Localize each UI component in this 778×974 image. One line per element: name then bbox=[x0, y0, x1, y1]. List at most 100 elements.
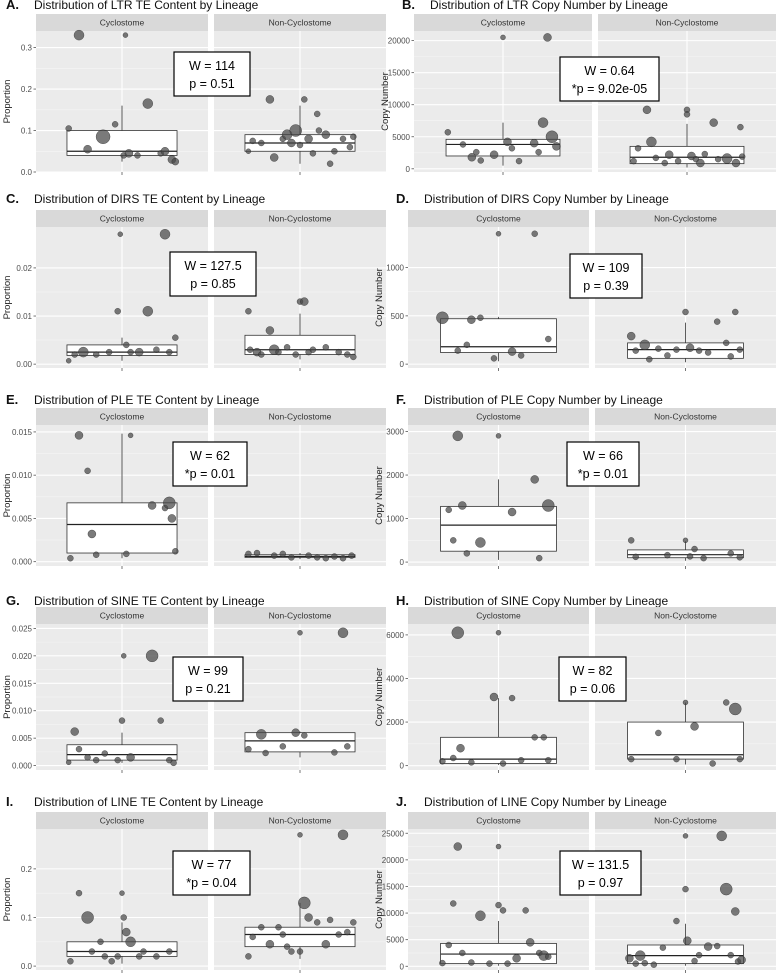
data-point bbox=[346, 143, 354, 151]
data-point bbox=[517, 756, 525, 764]
data-point bbox=[674, 157, 682, 165]
y-tick-label: 0.2 bbox=[21, 85, 33, 94]
data-point bbox=[664, 352, 671, 359]
panel-f: F. Distribution of PLE Copy Number by Lin… bbox=[374, 392, 776, 569]
data-point bbox=[331, 749, 338, 756]
data-point bbox=[499, 760, 507, 767]
data-point bbox=[350, 919, 357, 926]
data-point bbox=[716, 830, 727, 842]
data-point bbox=[665, 150, 674, 159]
data-point bbox=[731, 158, 741, 168]
data-point bbox=[536, 554, 543, 562]
y-tick-label: 0.005 bbox=[12, 734, 33, 743]
data-point bbox=[123, 550, 130, 558]
chart-title: Distribution of PLE Copy Number by Linea… bbox=[424, 393, 663, 407]
data-point bbox=[530, 475, 539, 484]
y-tick-label: 0.0 bbox=[21, 168, 33, 177]
data-point bbox=[545, 756, 552, 764]
facet-strip bbox=[408, 408, 589, 425]
y-tick-label: 0.1 bbox=[21, 913, 33, 922]
data-point bbox=[452, 430, 463, 442]
y-tick-label: 10000 bbox=[382, 909, 405, 918]
data-point bbox=[92, 351, 100, 358]
y-tick-label: 0.020 bbox=[12, 652, 33, 661]
panel-h: H. Distribution of SINE Copy Number by Li… bbox=[374, 593, 776, 773]
data-point bbox=[315, 127, 323, 134]
facet-strip bbox=[414, 14, 592, 31]
data-point bbox=[642, 105, 652, 115]
data-point bbox=[641, 959, 648, 967]
data-point bbox=[350, 353, 357, 361]
facet-strip-label: Cyclostome bbox=[100, 214, 145, 224]
y-tick-label: 0.02 bbox=[16, 264, 32, 273]
data-point bbox=[545, 335, 552, 343]
data-point bbox=[258, 351, 265, 358]
y-tick-label: 0.000 bbox=[12, 558, 33, 567]
data-point bbox=[118, 717, 126, 724]
data-point bbox=[727, 550, 734, 557]
box-iqr bbox=[627, 549, 744, 559]
data-point bbox=[271, 552, 278, 559]
data-point bbox=[97, 938, 104, 945]
data-point bbox=[314, 919, 321, 926]
y-tick-label: 0.2 bbox=[21, 865, 33, 874]
data-point bbox=[450, 900, 457, 907]
data-point bbox=[339, 135, 347, 143]
data-point bbox=[75, 745, 83, 753]
data-point bbox=[468, 759, 475, 766]
facet-strip bbox=[36, 812, 208, 829]
facet-strip bbox=[595, 408, 776, 425]
stat-w-value: W = 127.5 bbox=[184, 259, 241, 273]
data-point bbox=[468, 959, 475, 966]
facet-strip-label: Non-Cyclostome bbox=[269, 412, 332, 422]
data-point bbox=[459, 141, 467, 148]
data-point bbox=[300, 297, 309, 306]
box-iqr bbox=[66, 344, 178, 356]
data-point bbox=[664, 551, 671, 559]
data-point bbox=[172, 334, 179, 341]
data-point bbox=[170, 759, 177, 767]
data-point bbox=[486, 960, 493, 967]
data-point bbox=[683, 936, 692, 945]
data-point bbox=[444, 129, 452, 136]
y-tick-label: 20000 bbox=[388, 37, 411, 46]
facet-strip-label: Cyclostome bbox=[100, 412, 145, 422]
panel-g: G. Distribution of SINE TE Content by Lin… bbox=[2, 593, 386, 773]
facet-cyclostome: Cyclostome bbox=[408, 408, 589, 569]
facet-strip-label: Non-Cyclostome bbox=[269, 214, 332, 224]
facet-non-cyclostome: Non-Cyclostome bbox=[595, 607, 776, 773]
facet-strip bbox=[595, 210, 776, 227]
data-point bbox=[445, 941, 452, 949]
data-point bbox=[545, 130, 559, 143]
data-point bbox=[691, 957, 698, 965]
data-point bbox=[74, 431, 84, 440]
facet-strip-label: Non-Cyclostome bbox=[656, 18, 719, 28]
data-point bbox=[450, 537, 457, 544]
facet-strip bbox=[36, 14, 208, 31]
data-point bbox=[655, 345, 662, 352]
data-point bbox=[632, 960, 639, 967]
y-tick-label: 0.01 bbox=[16, 312, 32, 321]
facet-strip-label: Cyclostome bbox=[100, 611, 145, 621]
data-point bbox=[499, 907, 507, 914]
y-tick-label: 0.1 bbox=[21, 127, 33, 136]
data-point bbox=[701, 150, 708, 158]
facet-cyclostome: Cyclostome bbox=[408, 607, 589, 773]
data-point bbox=[270, 153, 279, 162]
data-point bbox=[700, 554, 707, 562]
data-point bbox=[245, 953, 252, 960]
data-point bbox=[119, 890, 125, 896]
data-point bbox=[245, 550, 252, 558]
data-point bbox=[321, 940, 330, 949]
panel-label: D. bbox=[396, 191, 409, 206]
data-point bbox=[639, 339, 650, 351]
data-point bbox=[691, 545, 698, 553]
stat-w-value: W = 77 bbox=[192, 858, 232, 872]
panel-label: F. bbox=[396, 392, 406, 407]
stat-w-value: W = 0.64 bbox=[584, 64, 634, 78]
facet-strip bbox=[595, 607, 776, 624]
data-point bbox=[475, 537, 486, 548]
data-point bbox=[105, 348, 113, 356]
data-point bbox=[309, 346, 317, 353]
